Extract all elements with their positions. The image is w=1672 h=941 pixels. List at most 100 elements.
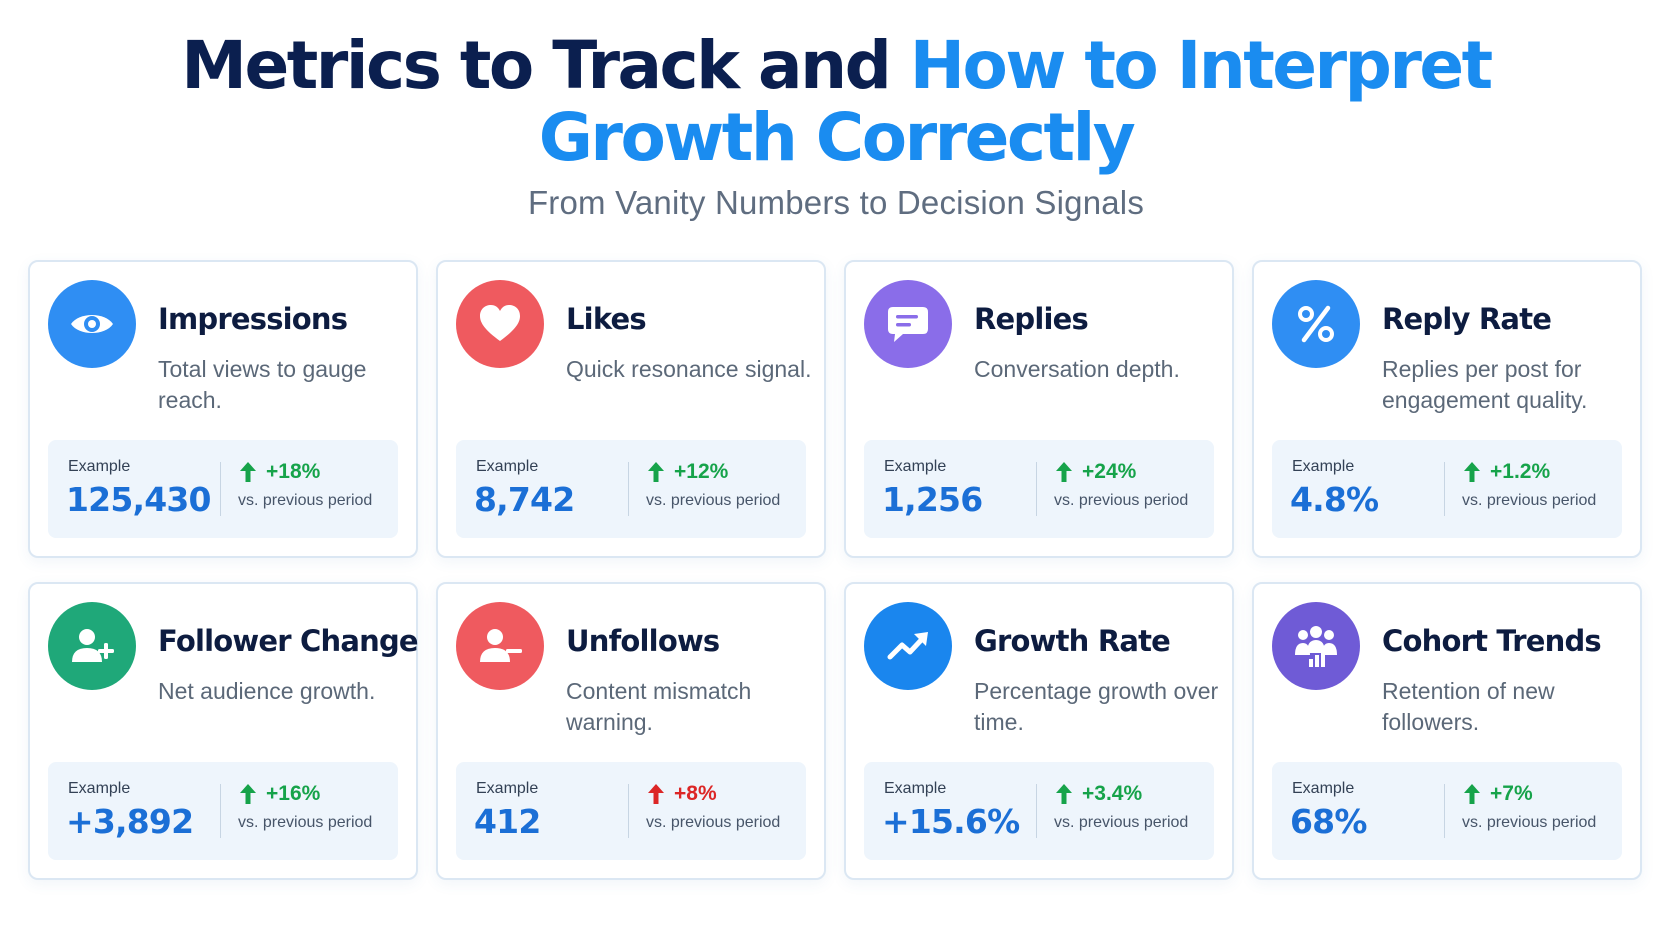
example-label: Example <box>1292 458 1355 475</box>
comparison-note: vs. previous period <box>1054 492 1189 509</box>
example-value: +3,892 <box>66 802 194 841</box>
eye-icon <box>48 280 136 368</box>
arrow-up-icon <box>1056 462 1072 482</box>
title-line-two: Growth Correctly <box>538 99 1136 176</box>
example-value: 412 <box>474 802 541 841</box>
card-description: Content mismatch warning. <box>566 678 752 735</box>
metric-card-replies: Replies Conversation depth. Example 1,25… <box>844 260 1234 558</box>
change-indicator: +18% <box>238 460 320 484</box>
card-title: Unfollows <box>566 624 720 658</box>
change-indicator: +1.2% <box>1462 460 1550 484</box>
change-value: +3.4% <box>1082 782 1143 805</box>
divider <box>628 462 629 516</box>
change-indicator: +12% <box>646 460 728 484</box>
user-remove-icon <box>456 602 544 690</box>
card-title: Reply Rate <box>1382 302 1552 336</box>
change-value: +18% <box>266 460 321 483</box>
example-label: Example <box>476 780 539 797</box>
example-value: 1,256 <box>882 480 983 519</box>
card-description: Conversation depth. <box>974 356 1180 382</box>
example-value: +15.6% <box>882 802 1020 841</box>
card-title: Likes <box>566 302 647 336</box>
metric-card-cohort-trends: Cohort Trends Retention of new followers… <box>1252 582 1642 880</box>
comparison-note: vs. previous period <box>1462 492 1597 509</box>
change-indicator: +16% <box>238 782 320 806</box>
arrow-up-icon <box>240 784 256 804</box>
card-title: Replies <box>974 302 1089 336</box>
metric-card-follower-change: Follower Change Net audience growth. Exa… <box>28 582 419 880</box>
chat-bubble-icon <box>864 280 952 368</box>
metric-card-likes: Likes Quick resonance signal. Example 8,… <box>436 260 826 558</box>
card-description: Retention of new followers. <box>1382 678 1555 735</box>
change-value: +12% <box>674 460 729 483</box>
change-value: +16% <box>266 782 321 805</box>
card-description: Quick resonance signal. <box>566 356 812 382</box>
comparison-note: vs. previous period <box>238 492 373 509</box>
comparison-note: vs. previous period <box>1462 814 1597 831</box>
user-add-icon <box>48 602 136 690</box>
change-value: +24% <box>1082 460 1137 483</box>
example-panel: Example +3,892 +16% vs. previous period <box>48 762 398 860</box>
divider <box>1036 462 1037 516</box>
card-title: Follower Change <box>158 624 419 658</box>
header: Metrics to Track and How to Interpret Gr… <box>0 30 1672 222</box>
example-panel: Example 1,256 +24% vs. previous period <box>864 440 1214 538</box>
page-subtitle: From Vanity Numbers to Decision Signals <box>527 184 1145 221</box>
example-panel: Example +15.6% +3.4% vs. previous period <box>864 762 1214 860</box>
example-label: Example <box>68 780 131 797</box>
card-title: Cohort Trends <box>1382 624 1602 658</box>
example-label: Example <box>68 458 131 475</box>
arrow-up-icon <box>648 784 664 804</box>
divider <box>1036 784 1037 838</box>
change-value: +7% <box>1490 782 1533 805</box>
example-panel: Example 125,430 +18% vs. previous period <box>48 440 398 538</box>
change-indicator: +3.4% <box>1054 782 1142 806</box>
example-panel: Example 68% +7% vs. previous period <box>1272 762 1622 860</box>
title-part-navy: Metrics to Track and <box>181 27 910 104</box>
cohort-chart-icon <box>1272 602 1360 690</box>
example-panel: Example 8,742 +12% vs. previous period <box>456 440 806 538</box>
card-description: Total views to gauge reach. <box>158 356 367 413</box>
arrow-up-icon <box>1464 784 1480 804</box>
example-value: 8,742 <box>474 480 575 519</box>
example-panel: Example 4.8% +1.2% vs. previous period <box>1272 440 1622 538</box>
trend-up-icon <box>864 602 952 690</box>
example-value: 4.8% <box>1290 480 1379 519</box>
divider <box>1444 784 1445 838</box>
change-indicator: +24% <box>1054 460 1136 484</box>
metric-card-reply-rate: Reply Rate Replies per post for engageme… <box>1252 260 1642 558</box>
arrow-up-icon <box>240 462 256 482</box>
metric-card-impressions: Impressions Total views to gauge reach. … <box>28 260 418 558</box>
example-value: 125,430 <box>66 480 212 519</box>
card-description: Net audience growth. <box>158 678 376 704</box>
example-label: Example <box>1292 780 1355 797</box>
card-title: Growth Rate <box>974 624 1171 658</box>
change-value: +1.2% <box>1490 460 1551 483</box>
arrow-up-icon <box>1056 784 1072 804</box>
example-value: 68% <box>1290 802 1367 841</box>
comparison-note: vs. previous period <box>646 492 781 509</box>
metrics-grid: Impressions Total views to gauge reach. … <box>28 260 1644 880</box>
divider <box>1444 462 1445 516</box>
example-label: Example <box>884 458 947 475</box>
percent-icon <box>1272 280 1360 368</box>
divider <box>628 784 629 838</box>
arrow-up-icon <box>1464 462 1480 482</box>
example-label: Example <box>884 780 947 797</box>
title-part-highlight: How to Interpret <box>909 27 1493 104</box>
comparison-note: vs. previous period <box>646 814 781 831</box>
change-indicator: +8% <box>646 782 717 806</box>
change-value: +8% <box>674 782 717 805</box>
card-description: Replies per post for engagement quality. <box>1382 356 1588 413</box>
card-description: Percentage growth over time. <box>974 678 1219 735</box>
divider <box>220 462 221 516</box>
divider <box>220 784 221 838</box>
example-label: Example <box>476 458 539 475</box>
example-panel: Example 412 +8% vs. previous period <box>456 762 806 860</box>
page-title: Metrics to Track and How to Interpret Gr… <box>0 30 1672 174</box>
comparison-note: vs. previous period <box>238 814 373 831</box>
change-indicator: +7% <box>1462 782 1533 806</box>
metric-card-growth-rate: Growth Rate Percentage growth over time.… <box>844 582 1234 880</box>
arrow-up-icon <box>648 462 664 482</box>
metric-card-unfollows: Unfollows Content mismatch warning. Exam… <box>436 582 826 880</box>
